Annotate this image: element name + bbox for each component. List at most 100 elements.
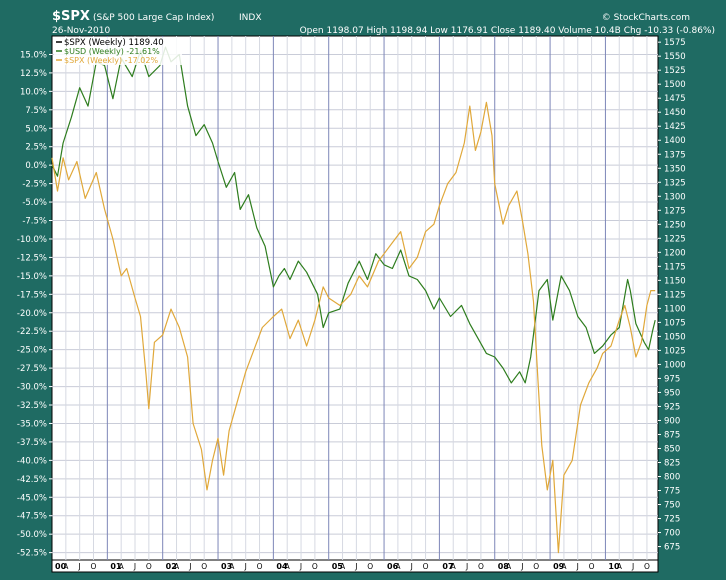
header-exchange: INDX bbox=[239, 13, 261, 23]
plot-background bbox=[51, 35, 659, 561]
right-axis: 1575 1550 1525 1500 1475 1450 1425 1400 1375 1350… bbox=[658, 38, 686, 553]
quarter-tick-label: O bbox=[423, 562, 429, 571]
header-name: (S&P 500 Large Cap Index) bbox=[93, 13, 214, 23]
left-tick-label: 10.0% bbox=[20, 87, 47, 97]
quarter-tick-label: J bbox=[244, 562, 247, 571]
right-tick-label: 1275 bbox=[664, 206, 686, 216]
quarter-tick-label: A bbox=[451, 562, 457, 571]
quarter-tick-label: J bbox=[299, 562, 302, 571]
year-tick-label: 10 bbox=[608, 562, 620, 571]
header-symbol: $SPX bbox=[52, 9, 90, 24]
quarter-tick-label: A bbox=[617, 562, 623, 571]
right-tick-label: 725 bbox=[664, 515, 680, 525]
right-tick-label: 1375 bbox=[664, 150, 686, 160]
legend-label-spx-price: $SPX (Weekly) 1189.40 bbox=[64, 38, 164, 48]
right-tick-label: 800 bbox=[664, 472, 680, 482]
right-tick-label: 925 bbox=[664, 402, 680, 412]
left-tick-label: -12.5% bbox=[17, 253, 47, 263]
left-tick-label: -2.5% bbox=[22, 180, 47, 190]
quarter-tick-label: J bbox=[520, 562, 523, 571]
left-tick-label: -37.5% bbox=[17, 438, 47, 448]
year-tick-label: 00 bbox=[55, 562, 67, 571]
right-tick-label: 1350 bbox=[664, 164, 686, 174]
left-tick-label: -27.5% bbox=[17, 364, 47, 374]
year-tick-label: 06 bbox=[387, 562, 399, 571]
left-tick-label: 7.5% bbox=[25, 106, 47, 116]
right-tick-label: 900 bbox=[664, 416, 680, 426]
left-tick-label: -47.5% bbox=[17, 512, 47, 522]
x-axis: 00A J O 01A J O 02A J O 03A J O 04A J O 05A J O 06A J O 07A J O… bbox=[55, 562, 650, 571]
right-tick-label: 850 bbox=[664, 444, 680, 454]
left-tick-label: -20.0% bbox=[17, 309, 47, 319]
right-tick-label: 1550 bbox=[664, 52, 686, 62]
right-tick-label: 825 bbox=[664, 458, 680, 468]
left-tick-label: 5.0% bbox=[25, 124, 47, 134]
chart-header: $SPX (S&P 500 Large Cap Index) INDX © St… bbox=[52, 9, 715, 36]
left-tick-label: -25.0% bbox=[17, 346, 47, 356]
right-tick-label: 1000 bbox=[664, 360, 686, 370]
quarter-tick-label: A bbox=[561, 562, 567, 571]
year-tick-label: 03 bbox=[221, 562, 232, 571]
left-tick-label: -30.0% bbox=[17, 383, 47, 393]
quarter-tick-label: J bbox=[576, 562, 579, 571]
left-tick-label: -5.0% bbox=[22, 198, 47, 208]
right-tick-label: 1175 bbox=[664, 262, 686, 272]
right-tick-label: 675 bbox=[664, 543, 680, 553]
right-tick-label: 700 bbox=[664, 529, 680, 539]
quarter-tick-label: O bbox=[312, 562, 318, 571]
right-tick-label: 1400 bbox=[664, 136, 686, 146]
left-tick-label: -50.0% bbox=[17, 530, 47, 540]
year-tick-label: 02 bbox=[166, 562, 177, 571]
quarter-tick-label: J bbox=[78, 562, 81, 571]
right-tick-label: 975 bbox=[664, 374, 680, 384]
legend: $SPX (Weekly) 1189.40 $USD (Weekly) -21.… bbox=[54, 37, 182, 65]
left-tick-label: 0.0% bbox=[25, 161, 47, 171]
series-spx-line bbox=[51, 101, 656, 554]
quarter-tick-label: A bbox=[285, 562, 291, 571]
quarter-tick-label: A bbox=[506, 562, 512, 571]
left-tick-label: 15.0% bbox=[20, 50, 47, 60]
right-tick-label: 1100 bbox=[664, 304, 686, 314]
quarter-tick-label: O bbox=[533, 562, 539, 571]
header-ohlc: Open 1198.07 High 1198.94 Low 1176.91 Cl… bbox=[300, 26, 715, 36]
year-tick-label: 07 bbox=[442, 562, 453, 571]
right-tick-label: 1075 bbox=[664, 318, 686, 328]
year-tick-label: 04 bbox=[276, 562, 288, 571]
quarter-tick-label: A bbox=[395, 562, 401, 571]
year-tick-label: 09 bbox=[553, 562, 565, 571]
quarter-tick-label: J bbox=[188, 562, 191, 571]
quarter-tick-label: O bbox=[478, 562, 484, 571]
right-tick-label: 1525 bbox=[664, 66, 686, 76]
left-tick-label: -45.0% bbox=[17, 493, 47, 503]
right-tick-label: 1425 bbox=[664, 122, 686, 132]
left-tick-label: -7.5% bbox=[22, 217, 47, 227]
left-tick-label: -32.5% bbox=[17, 401, 47, 411]
quarter-tick-label: J bbox=[354, 562, 357, 571]
quarter-tick-label: O bbox=[644, 562, 650, 571]
quarter-tick-label: J bbox=[410, 562, 413, 571]
legend-background bbox=[54, 37, 182, 65]
legend-label-usd: $USD (Weekly) -21.61% bbox=[64, 47, 160, 56]
right-tick-label: 1200 bbox=[664, 248, 686, 258]
right-tick-label: 950 bbox=[664, 388, 680, 398]
header-date: 26-Nov-2010 bbox=[52, 26, 110, 36]
left-tick-label: -15.0% bbox=[17, 272, 47, 282]
right-tick-label: 1575 bbox=[664, 38, 686, 48]
left-tick-label: -40.0% bbox=[17, 456, 47, 466]
left-tick-label: 12.5% bbox=[20, 69, 47, 79]
right-tick-label: 875 bbox=[664, 430, 680, 440]
left-tick-label: -42.5% bbox=[17, 475, 47, 485]
header-watermark: © StockCharts.com bbox=[602, 13, 690, 23]
quarter-tick-label: O bbox=[367, 562, 373, 571]
right-tick-label: 1050 bbox=[664, 332, 686, 342]
quarter-tick-label: A bbox=[340, 562, 346, 571]
series-layer bbox=[51, 46, 656, 554]
right-tick-label: 1475 bbox=[664, 94, 686, 104]
xaxis-band bbox=[51, 559, 659, 573]
quarter-tick-label: O bbox=[91, 562, 97, 571]
quarter-tick-label: O bbox=[589, 562, 595, 571]
year-tick-label: 01 bbox=[110, 562, 122, 571]
quarter-tick-label: J bbox=[465, 562, 468, 571]
left-tick-label: -17.5% bbox=[17, 290, 47, 300]
